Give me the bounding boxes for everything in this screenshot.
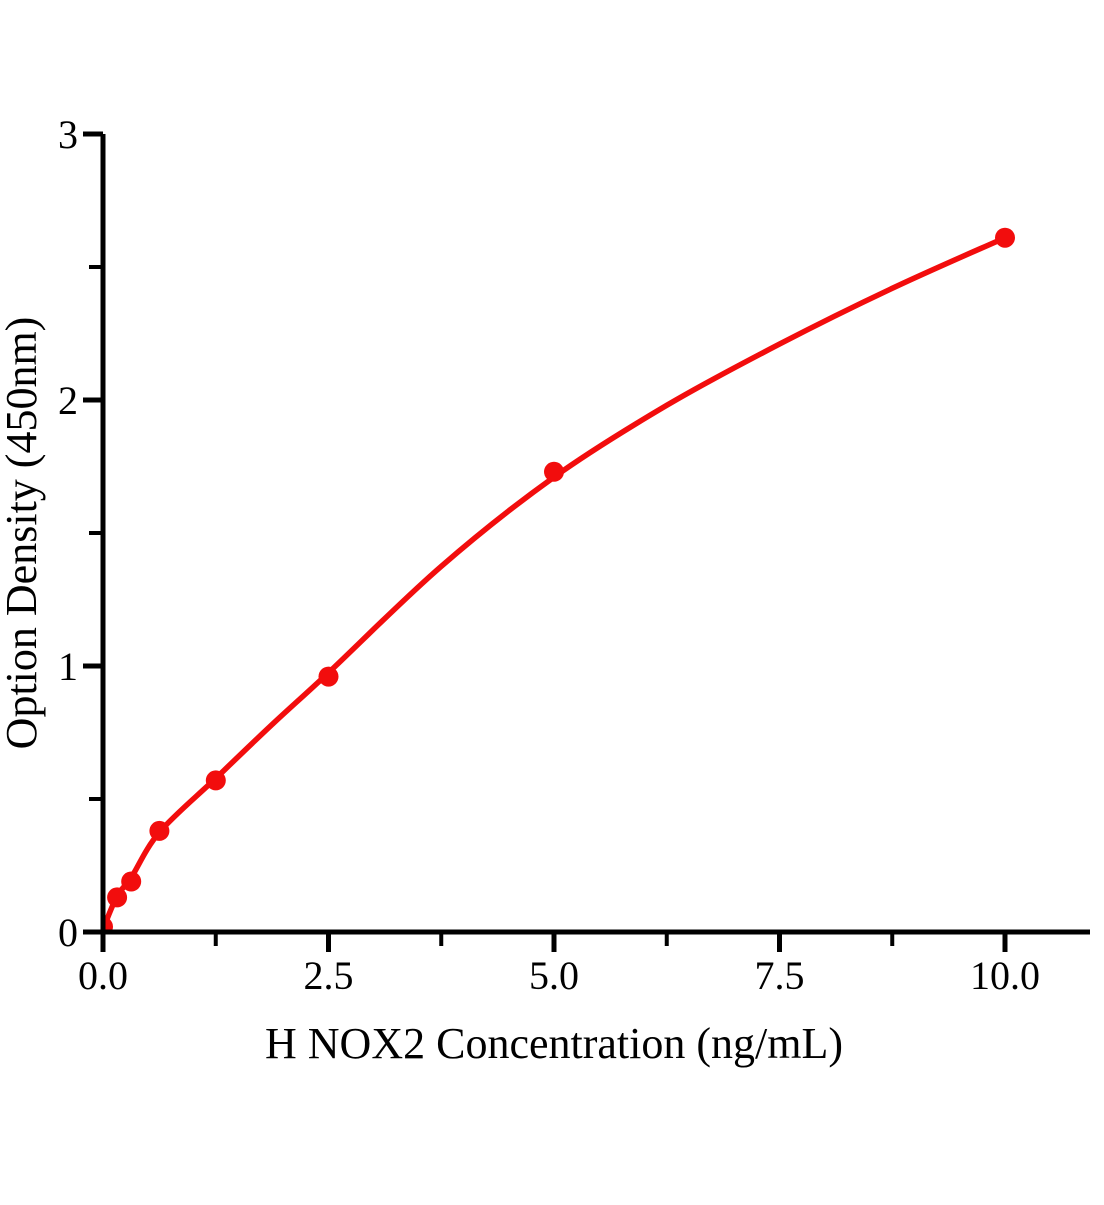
data-point [318,666,339,687]
y-tick-label: 0 [58,910,78,955]
x-tick-label: 2.5 [304,953,354,998]
y-tick-label: 2 [58,378,78,423]
axes-layer [83,131,1090,952]
y-tick-label: 3 [58,112,78,157]
fit-curve [103,234,1008,932]
x-tick-label: 0.0 [78,953,128,998]
x-axis-title: H NOX2 Concentration (ng/mL) [265,1019,843,1068]
y-tick-label: 1 [58,644,78,689]
data-point [205,770,226,791]
tick-label-layer: 0.0 2.5 5.0 7.5 10.0 0 1 2 3 [58,112,1040,998]
x-tick-label: 7.5 [755,953,805,998]
data-point [149,820,170,841]
x-tick-label: 10.0 [970,953,1040,998]
data-point [107,887,128,908]
data-point [121,871,142,892]
y-axis-title: Option Density (450nm) [0,317,46,750]
data-point [995,227,1015,248]
data-point [544,461,564,482]
series-layer [103,227,1015,932]
x-tick-label: 5.0 [529,953,579,998]
